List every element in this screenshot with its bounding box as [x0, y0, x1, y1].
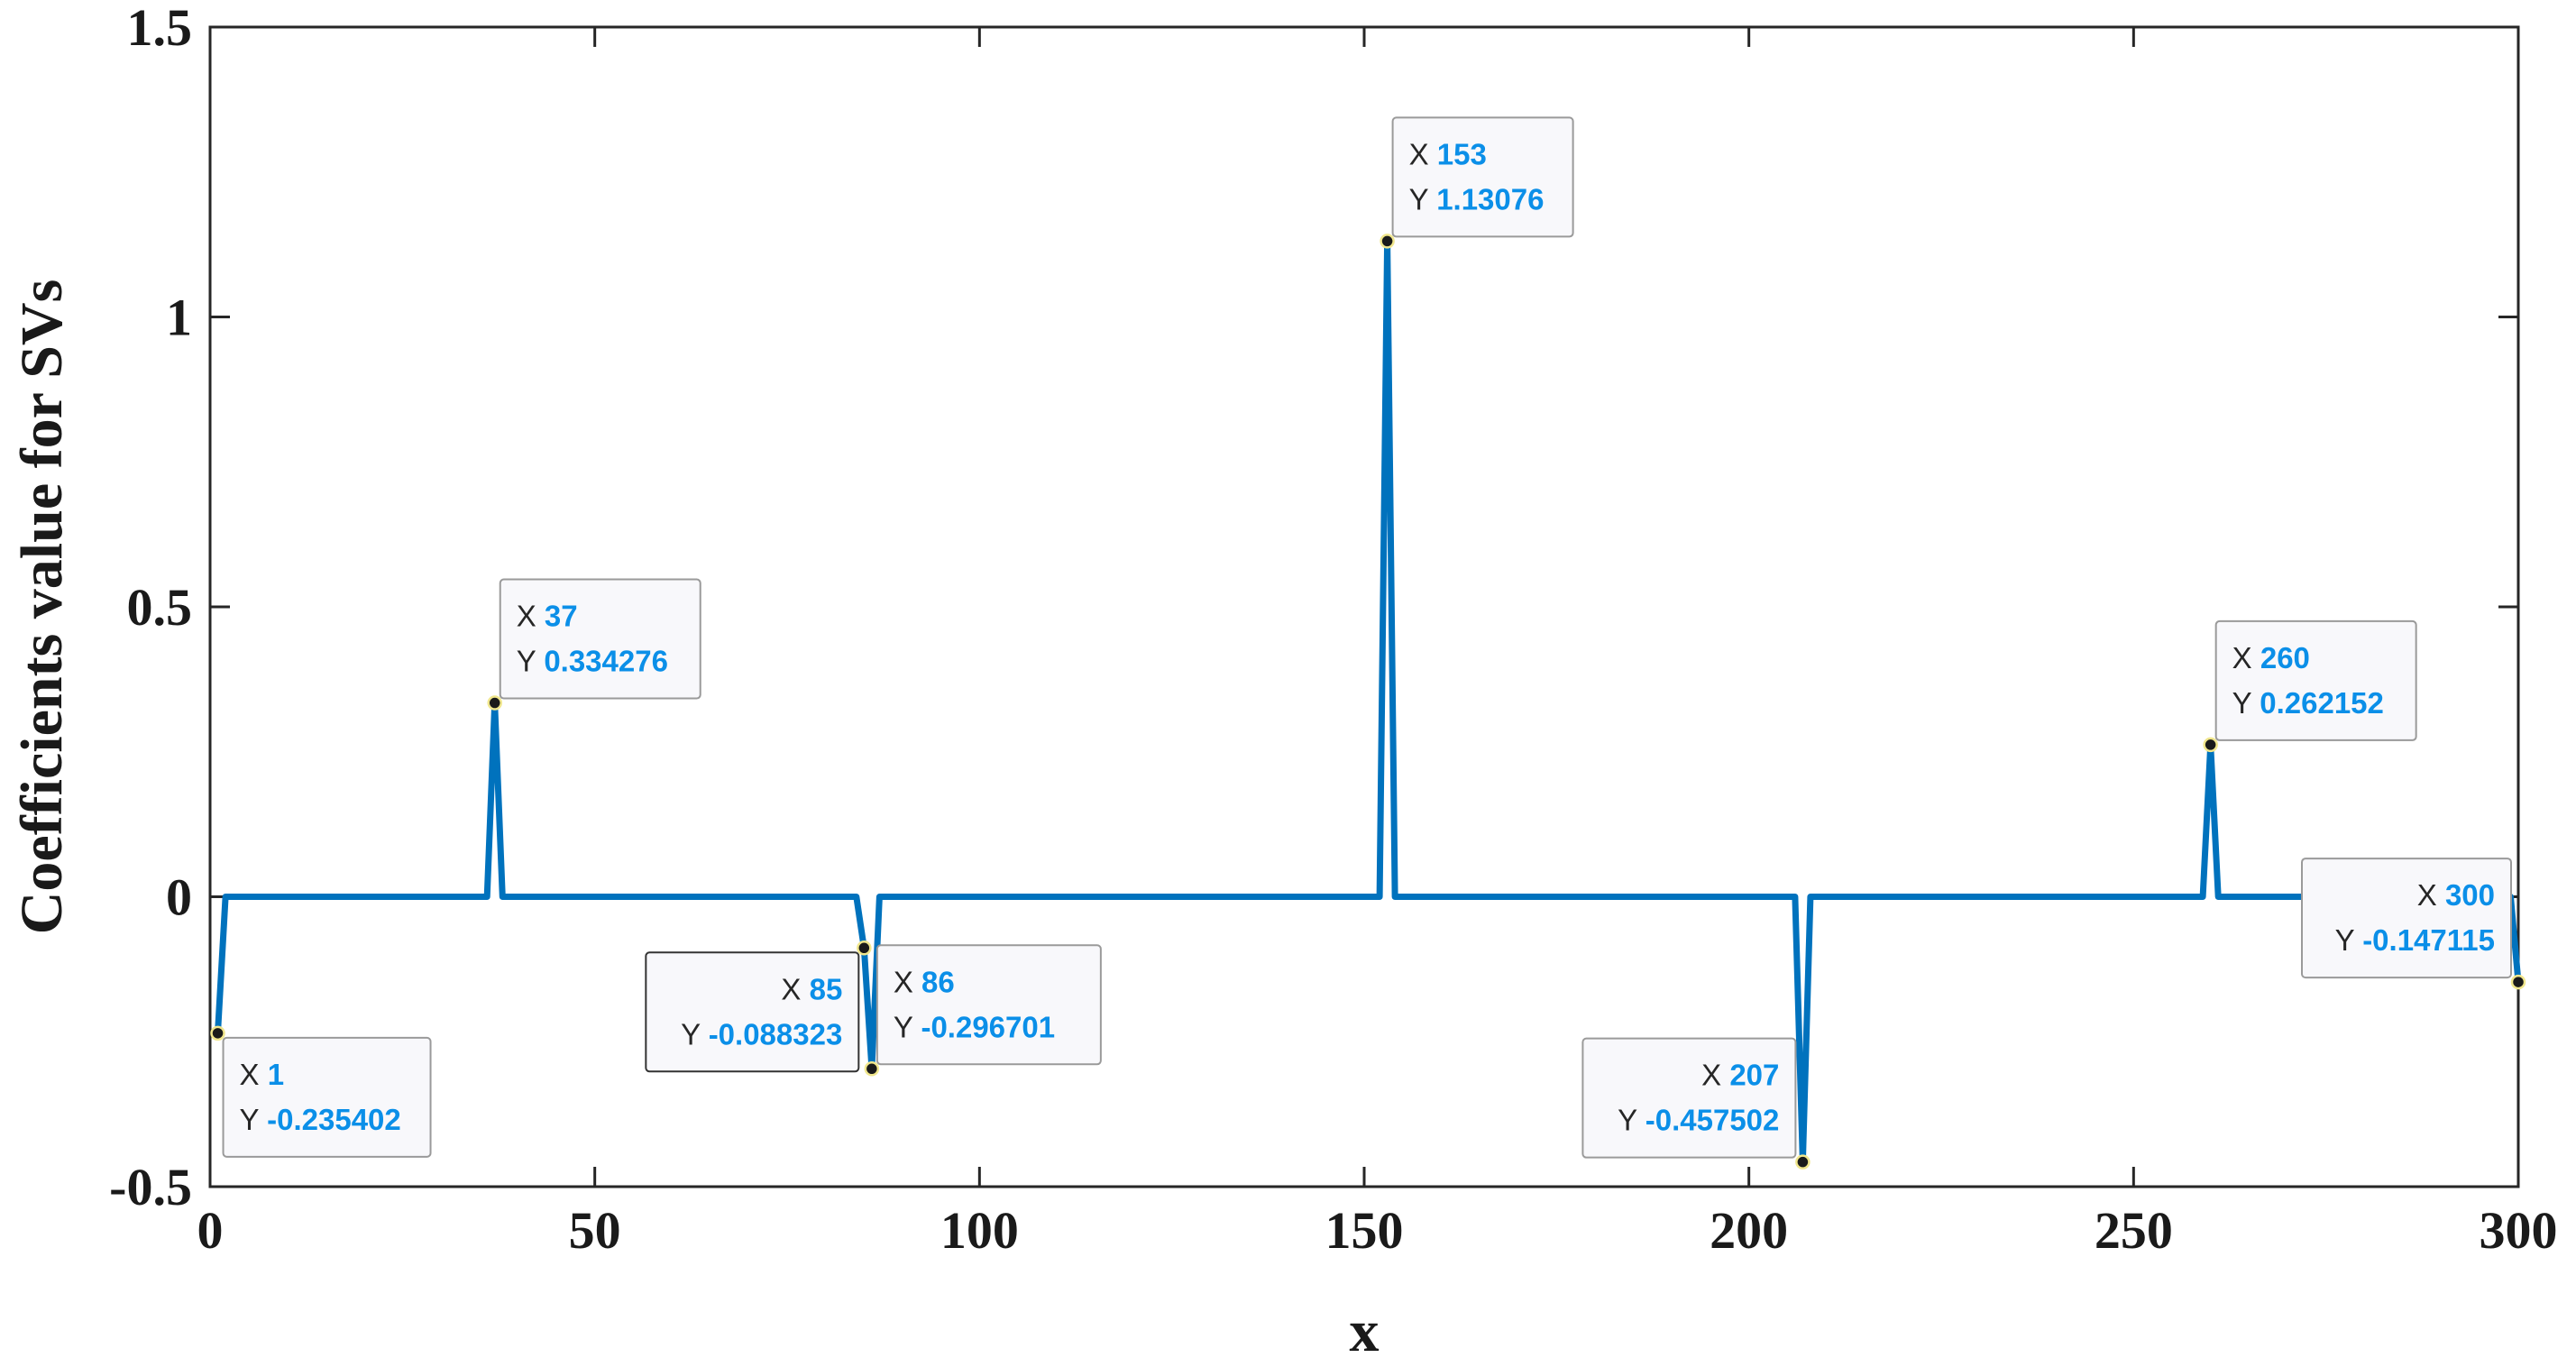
datatip-marker[interactable] — [210, 1025, 225, 1041]
datatip-y: Y -0.088323 — [681, 1017, 842, 1050]
datatip-y: Y -0.296701 — [894, 1010, 1055, 1043]
datatip[interactable]: X 85 Y -0.088323 — [645, 951, 860, 1073]
y-tick-label: 1 — [166, 289, 192, 347]
datatip-x: X 153 — [1409, 137, 1487, 170]
datatip-x: X 300 — [2417, 878, 2495, 912]
y-tick-label: 1.5 — [127, 0, 193, 57]
datatip[interactable]: X 1 Y -0.235402 — [222, 1036, 432, 1158]
y-tick-label: 0.5 — [127, 578, 193, 637]
datatip-box — [645, 951, 860, 1073]
datatip[interactable]: X 37 Y 0.334276 — [499, 578, 701, 700]
datatip[interactable]: X 260 Y 0.262152 — [2214, 619, 2417, 741]
x-tick-label: 0 — [197, 1201, 224, 1260]
x-tick-label: 150 — [1325, 1201, 1404, 1260]
datatip-y: Y -0.457502 — [1618, 1104, 1779, 1137]
axis-ticks — [208, 25, 2520, 1188]
datatip-y: Y 0.262152 — [2232, 686, 2384, 720]
tick-labels: 0 50 100 150 200 250 300-0.500.511.5 — [109, 0, 2557, 1260]
datatip-x: X 207 — [1701, 1059, 1779, 1092]
datatip-x: X 86 — [894, 965, 955, 998]
datatip-y: Y 0.334276 — [517, 645, 668, 678]
x-axis-title: x — [1350, 1298, 1380, 1364]
datatip-x: X 1 — [240, 1058, 285, 1091]
x-tick-label: 200 — [1710, 1201, 1788, 1260]
datatips: X 1 Y -0.235402 X 37 Y 0.334276 X 85 Y -0.088… — [210, 116, 2526, 1170]
datatip-x: X 37 — [517, 600, 578, 633]
datatip-box — [222, 1036, 432, 1158]
datatip[interactable]: X 153 Y 1.13076 — [1391, 116, 1574, 238]
datatip-box — [1581, 1037, 1797, 1159]
datatip-box — [1391, 116, 1574, 238]
y-axis-title: Coefficients value for SVs — [9, 280, 75, 935]
datatip-marker[interactable] — [487, 695, 502, 711]
datatip-marker[interactable] — [2203, 737, 2218, 753]
datatip-marker[interactable] — [864, 1061, 880, 1077]
datatip-y: Y 1.13076 — [1409, 182, 1545, 216]
datatip[interactable]: X 300 Y -0.147115 — [2301, 858, 2512, 979]
series-line — [215, 237, 2522, 1166]
datatip-box — [875, 944, 1102, 1066]
datatip[interactable]: X 207 Y -0.457502 — [1581, 1037, 1797, 1159]
datatip-y: Y -0.147115 — [2335, 923, 2495, 957]
y-tick-label: -0.5 — [109, 1158, 192, 1216]
x-tick-label: 50 — [569, 1201, 621, 1260]
datatip-marker[interactable] — [2510, 974, 2526, 990]
datatip-box — [499, 578, 701, 700]
datatip-marker[interactable] — [1380, 234, 1395, 249]
datatip-box — [2301, 858, 2512, 979]
datatip-x: X 260 — [2232, 641, 2310, 674]
datatip-box — [2214, 619, 2417, 741]
datatip-marker[interactable] — [1795, 1154, 1811, 1170]
datatip-marker[interactable] — [857, 940, 872, 956]
y-tick-label: 0 — [166, 868, 192, 927]
x-tick-label: 250 — [2095, 1201, 2173, 1260]
datatip[interactable]: X 86 Y -0.296701 — [875, 944, 1102, 1066]
datatip-x: X 85 — [781, 972, 842, 1005]
datatip-y: Y -0.235402 — [240, 1103, 401, 1136]
x-tick-label: 300 — [2480, 1201, 2558, 1260]
x-tick-label: 100 — [940, 1201, 1019, 1260]
